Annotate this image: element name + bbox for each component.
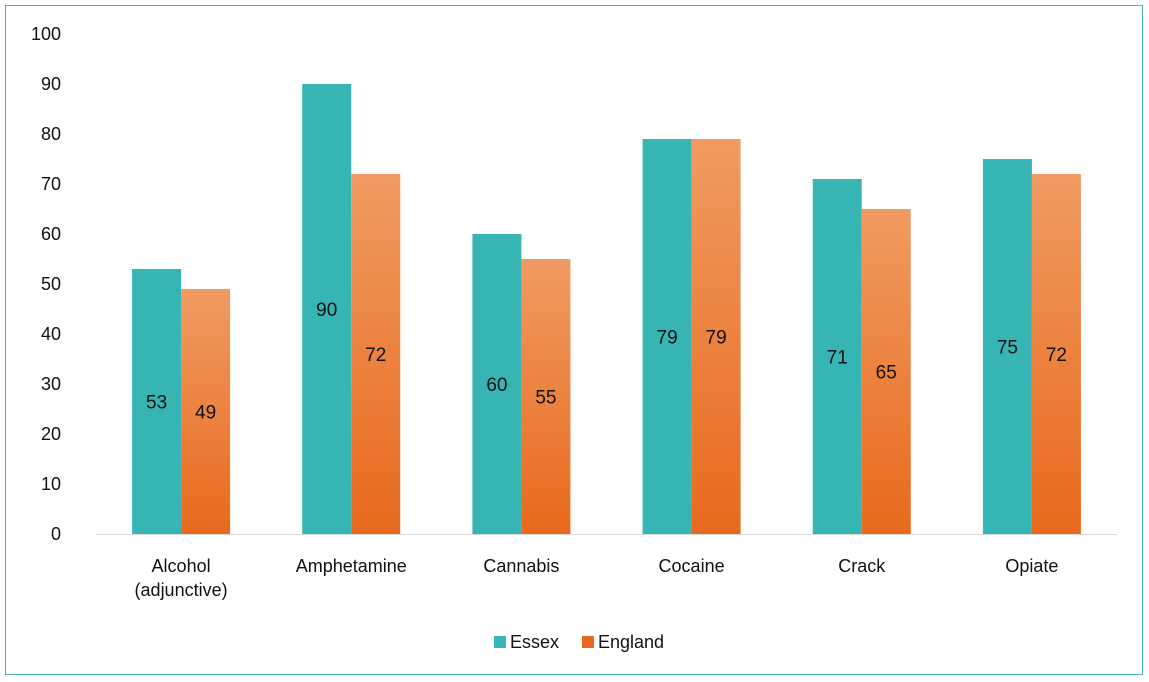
category-label: Alcohol (adjunctive)	[135, 556, 228, 600]
data-label-essex: 90	[316, 300, 337, 321]
bar-essex	[302, 84, 352, 534]
data-label-essex: 53	[146, 393, 167, 414]
y-tick-label: 0	[51, 524, 61, 544]
bars	[132, 84, 1081, 534]
data-label-england: 49	[195, 403, 216, 424]
data-label-essex: 60	[486, 375, 507, 396]
y-tick-label: 40	[41, 324, 61, 344]
bar-essex	[472, 234, 522, 534]
category-label: Cannabis	[483, 556, 559, 576]
legend-swatch-essex	[494, 636, 506, 648]
y-tick-label: 70	[41, 174, 61, 194]
legend-swatch-england	[582, 636, 594, 648]
category-label: Opiate	[1005, 556, 1058, 576]
bar-england	[181, 289, 231, 534]
bar-essex	[982, 159, 1032, 534]
data-label-essex: 71	[827, 348, 848, 369]
y-tick-label: 100	[31, 24, 61, 44]
y-tick-label: 60	[41, 224, 61, 244]
bar-essex	[642, 139, 692, 534]
category-label: Amphetamine	[296, 556, 407, 576]
category-label: Crack	[838, 556, 886, 576]
bar-england	[861, 209, 911, 534]
data-label-england: 79	[706, 328, 727, 349]
bar-england	[691, 139, 741, 534]
category-label: Cocaine	[659, 556, 725, 576]
bar-essex	[812, 179, 862, 534]
data-label-england: 72	[1046, 345, 1067, 366]
legend-label-england: England	[598, 632, 664, 652]
legend: Essex England	[494, 632, 664, 652]
data-label-essex: 75	[997, 338, 1018, 359]
data-label-england: 65	[876, 363, 897, 384]
bar-essex	[132, 269, 182, 534]
y-tick-label: 50	[41, 274, 61, 294]
y-tick-label: 90	[41, 74, 61, 94]
legend-label-essex: Essex	[510, 632, 559, 652]
bar-england	[521, 259, 571, 534]
data-label-england: 72	[365, 345, 386, 366]
data-label-essex: 79	[657, 328, 678, 349]
y-tick-label: 80	[41, 124, 61, 144]
y-tick-label: 20	[41, 424, 61, 444]
y-tick-label: 10	[41, 474, 61, 494]
x-axis: Alcohol (adjunctive) Amphetamine Cannabis Co…	[135, 556, 1059, 600]
y-tick-label: 30	[41, 374, 61, 394]
data-label-england: 55	[535, 388, 556, 409]
y-axis: 0 10 20 30 40 50 60 70 80 90 100	[31, 24, 1117, 544]
bar-england	[351, 174, 401, 534]
data-labels: 53 49 90 72 60 55 79 79 71 65 75 72	[146, 300, 1067, 424]
bar-england	[1031, 174, 1081, 534]
